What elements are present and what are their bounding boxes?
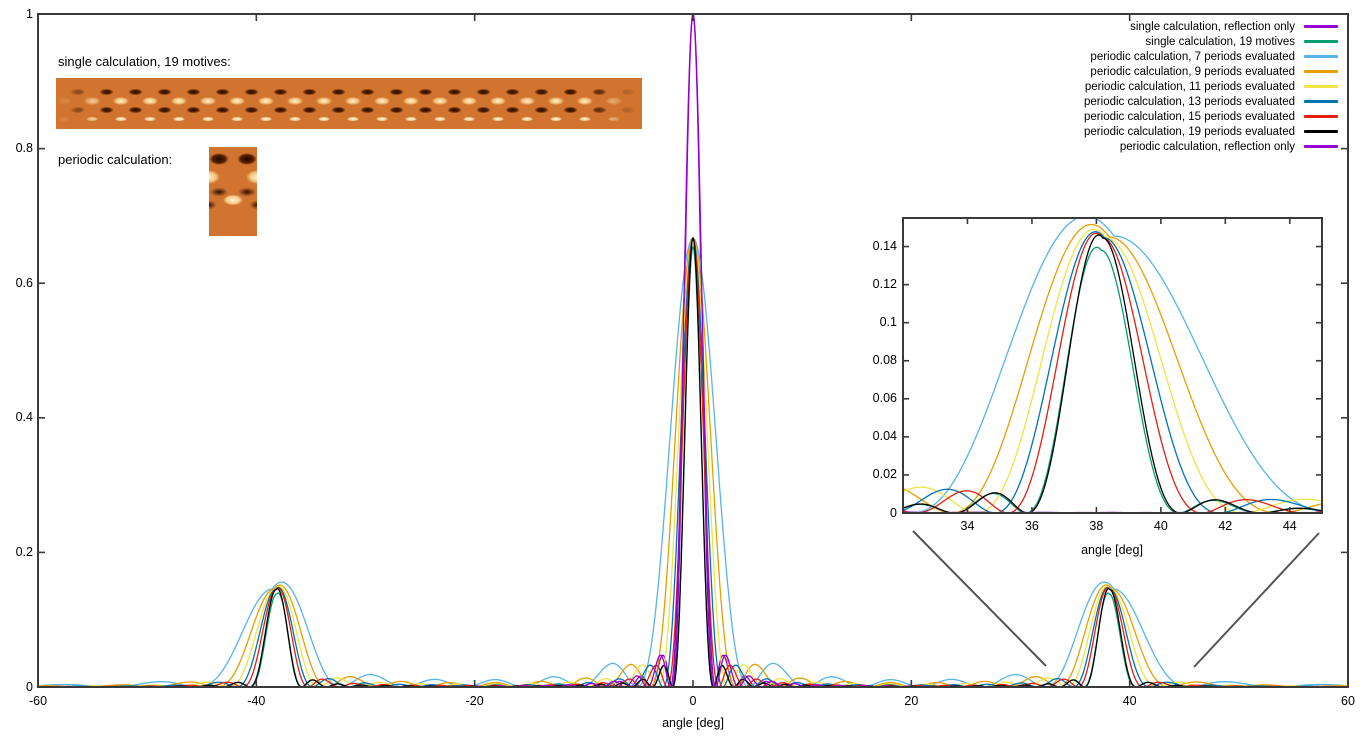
legend-color-swatch: [1304, 25, 1338, 28]
x-tick-label: 40: [1122, 694, 1137, 708]
y-tick-label: 0.04: [872, 429, 897, 444]
x-tick-label: 42: [1218, 519, 1233, 533]
x-tick-label: 36: [1024, 519, 1039, 533]
legend-label: periodic calculation, 15 periods evaluat…: [1084, 110, 1295, 123]
curve: [38, 245, 1348, 687]
single-calculation-field-image: [56, 78, 642, 129]
legend-color-swatch: [1304, 85, 1338, 88]
plot-legend: single calculation, reflection only singl…: [1084, 19, 1338, 154]
y-tick-label: 0.02: [872, 467, 897, 482]
inset-connector-line: [1193, 532, 1320, 668]
legend-label: periodic calculation, 19 periods evaluat…: [1084, 125, 1295, 138]
legend-color-swatch: [1304, 145, 1338, 148]
x-tick-label: 0: [689, 694, 697, 708]
periodic-calculation-field-image: [209, 147, 257, 236]
legend-item: periodic calculation, reflection only: [1084, 139, 1338, 154]
curve: [903, 246, 1322, 513]
single-calculation-annotation: single calculation, 19 motives:: [58, 54, 231, 69]
y-tick-label: 1: [26, 6, 33, 21]
y-tick-label: 0.06: [872, 391, 897, 406]
inset-connector-line: [912, 530, 1047, 667]
y-tick-label: 0.14: [872, 239, 897, 254]
inset-curves-group: [903, 218, 1322, 513]
y-tick-label: 0.8: [15, 141, 33, 156]
y-tick-label: 0.6: [15, 275, 33, 290]
inset-x-axis-label: angle [deg]: [1081, 543, 1143, 557]
legend-label: periodic calculation, 7 periods evaluate…: [1090, 50, 1295, 63]
curve: [38, 236, 1348, 687]
curve: [903, 231, 1322, 513]
y-tick-label: 0.12: [872, 277, 897, 292]
curve: [903, 234, 1322, 513]
y-tick-label: 0: [26, 679, 33, 694]
x-tick-label: 60: [1341, 694, 1355, 708]
curve: [903, 228, 1322, 513]
x-tick-label: 20: [904, 694, 919, 708]
x-tick-label: 38: [1089, 519, 1104, 533]
legend-label: periodic calculation, 13 periods evaluat…: [1084, 95, 1295, 108]
x-tick-label: 44: [1282, 519, 1297, 533]
main-x-axis-label: angle [deg]: [662, 716, 724, 730]
legend-label: single calculation, 19 motives: [1145, 35, 1295, 48]
y-tick-label: 0.1: [879, 315, 897, 330]
legend-color-swatch: [1304, 115, 1338, 118]
x-tick-label: -20: [465, 694, 484, 708]
legend-item: periodic calculation, 11 periods evaluat…: [1084, 79, 1338, 94]
inset-plot-border: [902, 217, 1323, 514]
x-tick-label: 40: [1153, 519, 1168, 533]
curve: [903, 218, 1322, 513]
curve: [903, 232, 1322, 513]
legend-item: periodic calculation, 19 periods evaluat…: [1084, 124, 1338, 139]
legend-label: single calculation, reflection only: [1130, 20, 1295, 33]
legend-item: single calculation, 19 motives: [1084, 34, 1338, 49]
y-tick-label: 0.08: [872, 353, 897, 368]
x-tick-label: -40: [247, 694, 266, 708]
legend-label: periodic calculation, reflection only: [1119, 140, 1295, 153]
legend-color-swatch: [1304, 130, 1338, 133]
legend-label: periodic calculation, 11 periods evaluat…: [1084, 80, 1295, 93]
y-tick-label: 0: [890, 505, 897, 520]
legend-color-swatch: [1304, 40, 1338, 43]
legend-item: periodic calculation, 15 periods evaluat…: [1084, 109, 1338, 124]
y-tick-label: 0.4: [15, 410, 33, 425]
legend-color-swatch: [1304, 100, 1338, 103]
legend-color-swatch: [1304, 70, 1338, 73]
legend-item: periodic calculation, 7 periods evaluate…: [1084, 49, 1338, 64]
legend-label: periodic calculation, 9 periods evaluate…: [1090, 65, 1295, 78]
x-tick-label: -60: [28, 694, 48, 708]
legend-item: periodic calculation, 13 periods evaluat…: [1084, 94, 1338, 109]
legend-item: periodic calculation, 9 periods evaluate…: [1084, 64, 1338, 79]
periodic-calculation-annotation: periodic calculation:: [58, 152, 173, 167]
legend-color-swatch: [1304, 55, 1338, 58]
x-tick-label: 34: [960, 519, 975, 533]
y-tick-label: 0.2: [15, 544, 33, 559]
legend-item: single calculation, reflection only: [1084, 19, 1338, 34]
